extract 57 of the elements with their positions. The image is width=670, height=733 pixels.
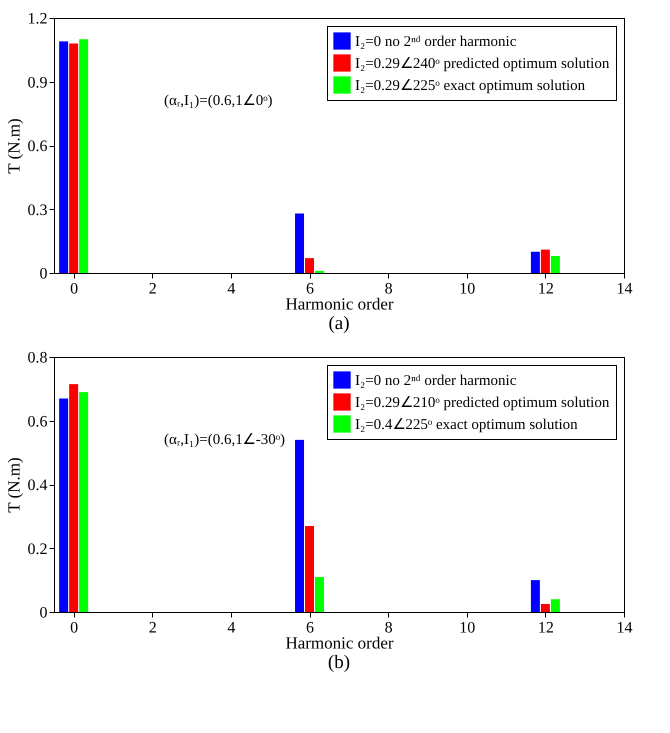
annotation: (αᵣ,I₁)=(0.6,1∠0ᵒ) xyxy=(164,93,273,109)
x-tick-label: 12 xyxy=(538,280,554,298)
y-axis-title: T (N.m) xyxy=(4,457,24,513)
y-tick-label: 0.6 xyxy=(28,413,48,430)
y-tick-label: 0.8 xyxy=(28,350,48,366)
legend-label: I₂=0.4∠225ᵒ exact optimum solution xyxy=(355,417,578,433)
bar xyxy=(295,214,304,273)
y-tick-label: 1.2 xyxy=(28,10,48,28)
x-tick-label: 10 xyxy=(459,280,476,298)
x-tick-label: 2 xyxy=(148,620,157,636)
bar xyxy=(530,580,540,612)
y-tick-label: 0 xyxy=(40,604,48,622)
bar xyxy=(59,41,68,273)
bar xyxy=(550,256,560,273)
bar xyxy=(530,252,540,273)
x-tick-label: 10 xyxy=(459,620,476,636)
y-tick-label: 0.3 xyxy=(28,202,48,219)
y-tick-label: 0.4 xyxy=(28,477,48,494)
text: (a) xyxy=(328,313,350,334)
bar xyxy=(305,258,314,273)
legend-label: I₂=0.29∠225ᵒ exact optimum solution xyxy=(355,78,586,94)
x-tick-label: 14 xyxy=(616,620,632,636)
text: (b) xyxy=(328,652,350,673)
bar xyxy=(295,440,304,612)
x-tick-label: 6 xyxy=(306,620,314,636)
bar xyxy=(69,384,78,612)
x-tick-label: 0 xyxy=(70,620,78,636)
legend-label: I₂=0 no 2ⁿᵈ order harmonic xyxy=(355,34,517,50)
y-tick-label: 0.2 xyxy=(28,540,48,558)
x-tick-label: 2 xyxy=(148,280,157,298)
x-tick-label: 4 xyxy=(227,280,236,298)
y-tick-label: 0.9 xyxy=(28,74,48,92)
bar xyxy=(305,526,314,612)
x-tick-label: 8 xyxy=(384,280,393,298)
x-tick-label: 12 xyxy=(538,620,554,636)
x-tick-label: 6 xyxy=(306,280,314,298)
annotation: (αᵣ,I₁)=(0.6,1∠-30ᵒ) xyxy=(164,432,286,448)
y-tick-label: 0.6 xyxy=(28,138,48,155)
y-axis-title: T (N.m) xyxy=(4,118,24,174)
legend-label: I₂=0.29∠210ᵒ predicted optimum solution xyxy=(355,395,610,411)
bar xyxy=(79,39,88,273)
legend-label: I₂=0 no 2ⁿᵈ order harmonic xyxy=(355,373,517,389)
bar xyxy=(315,576,324,612)
bar xyxy=(540,604,550,612)
y-tick-label: 0 xyxy=(40,266,48,282)
legend-label: I₂=0.29∠240ᵒ predicted optimum solution xyxy=(355,56,610,72)
x-tick-label: 0 xyxy=(70,280,78,298)
x-tick-label: 8 xyxy=(384,620,393,636)
bar xyxy=(59,398,68,612)
x-tick-label: 14 xyxy=(616,280,632,298)
bar xyxy=(550,599,560,612)
x-axis-title: Harmonic order xyxy=(285,294,394,314)
x-axis-title: Harmonic order xyxy=(285,634,394,652)
bar xyxy=(540,250,550,273)
x-tick-label: 4 xyxy=(227,620,236,636)
bar xyxy=(79,392,88,612)
bar xyxy=(69,44,78,273)
